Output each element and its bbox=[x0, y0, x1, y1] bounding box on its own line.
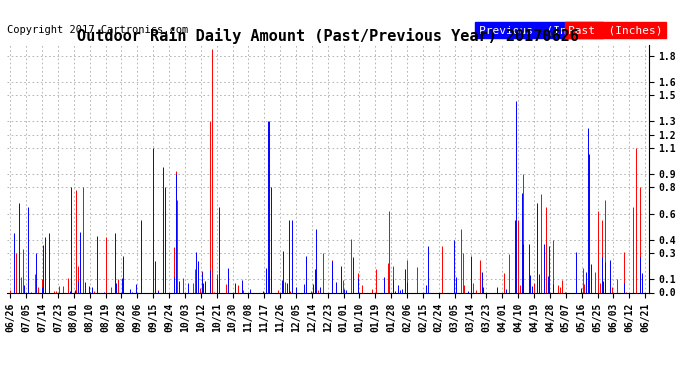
Text: Previous  (Inches): Previous (Inches) bbox=[479, 25, 600, 35]
Title: Outdoor Rain Daily Amount (Past/Previous Year) 20170626: Outdoor Rain Daily Amount (Past/Previous… bbox=[77, 28, 579, 44]
Text: Past  (Inches): Past (Inches) bbox=[569, 25, 663, 35]
Text: Copyright 2017 Cartronics.com: Copyright 2017 Cartronics.com bbox=[7, 25, 188, 35]
